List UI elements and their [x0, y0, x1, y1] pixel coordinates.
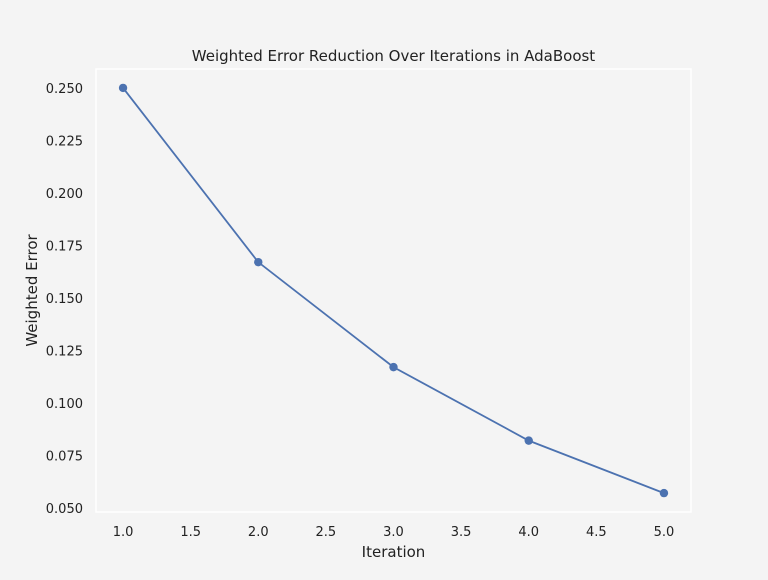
- x-tick-label: 2.5: [316, 525, 337, 540]
- x-tick-label: 1.0: [113, 525, 134, 540]
- data-point: [254, 257, 263, 267]
- y-tick-label: 0.125: [46, 344, 83, 359]
- x-axis-label: Iteration: [362, 543, 426, 561]
- x-tick-label: 1.5: [180, 525, 201, 540]
- x-tick-label: 4.0: [518, 525, 539, 540]
- y-tick-label: 0.250: [46, 82, 83, 97]
- series-layer: [118, 83, 669, 498]
- x-tick-label: 2.0: [248, 525, 269, 540]
- data-point: [118, 83, 128, 93]
- x-tick-label: 5.0: [654, 525, 675, 540]
- chart-title: Weighted Error Reduction Over Iterations…: [192, 47, 596, 65]
- y-tick-label: 0.150: [46, 292, 83, 307]
- x-tick-label: 3.0: [383, 525, 404, 540]
- x-tick-label: 3.5: [451, 525, 472, 540]
- y-tick-label: 0.075: [46, 449, 83, 464]
- y-tick-label: 0.175: [46, 239, 83, 254]
- y-tick-label: 0.200: [46, 187, 83, 202]
- y-tick-label: 0.225: [46, 134, 83, 149]
- y-axis-ticks: 0.050 0.075 0.100 0.125 0.150 0.175 0.200 0.225…: [46, 82, 83, 517]
- x-axis-ticks: 1.0 1.5 2.0 2.5 3.0 3.5 4.0 4.5 5.0: [113, 525, 675, 540]
- plot-area: [95, 68, 692, 513]
- data-point: [389, 362, 398, 372]
- y-axis-label: Weighted Error: [23, 234, 41, 347]
- y-tick-label: 0.050: [46, 502, 83, 517]
- data-point: [524, 436, 533, 445]
- x-tick-label: 4.5: [586, 525, 607, 540]
- y-tick-label: 0.100: [46, 397, 83, 412]
- data-point: [659, 488, 669, 498]
